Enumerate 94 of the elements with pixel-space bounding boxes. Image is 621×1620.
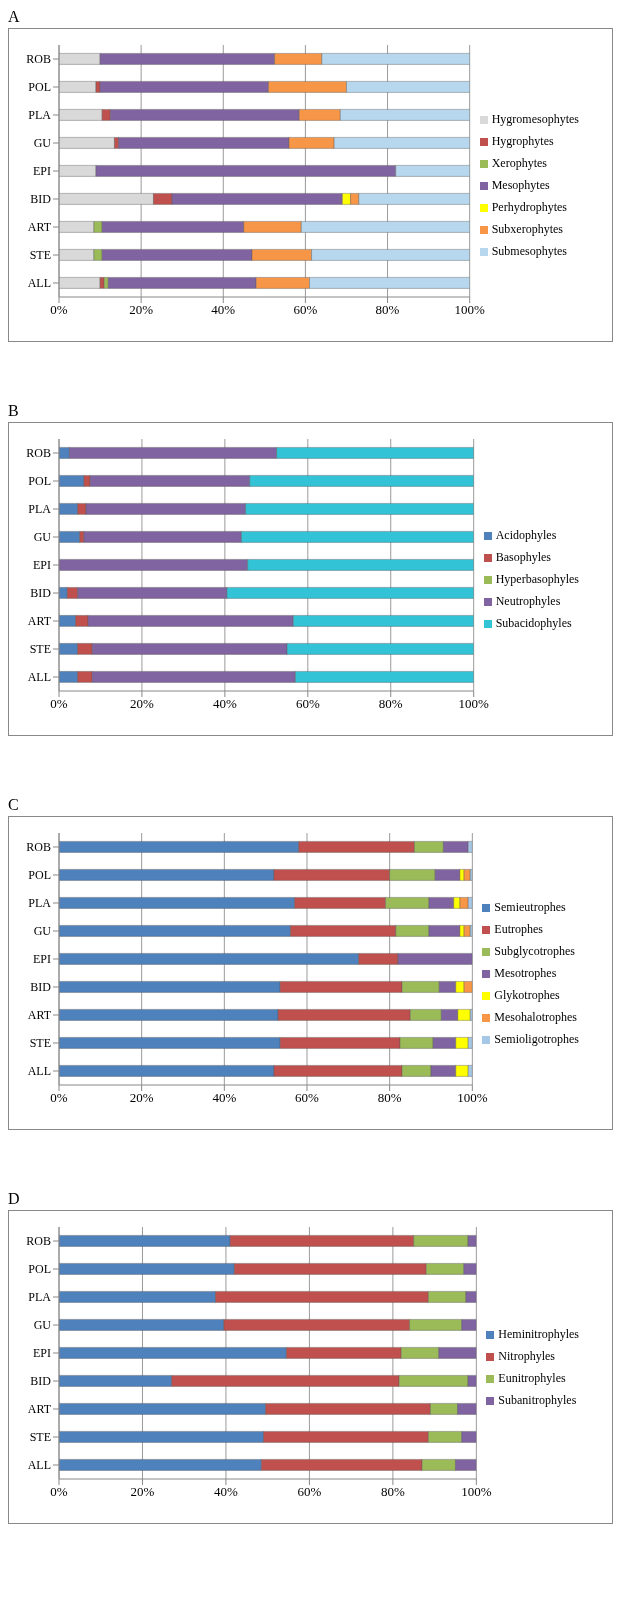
x-tick-label: 80% [375, 302, 400, 318]
bar [463, 869, 471, 881]
chart-title: B [8, 402, 20, 420]
x-tick-label: 0% [50, 696, 68, 712]
legend-label: Mesotrophes [494, 966, 557, 980]
x-tick-label: 40% [214, 1484, 239, 1500]
y-tick-label: BID [30, 586, 52, 601]
y-tick-label: BID [30, 980, 52, 995]
legend-label: Acidophyles [495, 528, 557, 542]
x-tick-label: 0% [50, 1090, 68, 1106]
y-tick-label: STE [29, 1430, 51, 1445]
legend-label: Eutrophes [494, 922, 543, 936]
y-tick-label: BID [30, 1374, 52, 1389]
x-tick-label: 100% [461, 1484, 492, 1500]
legend-label: Xerophytes [491, 156, 547, 170]
y-tick-label: GU [33, 1318, 52, 1333]
y-tick-label: PLA [28, 108, 52, 123]
y-tick-label: POL [28, 868, 51, 883]
y-tick-label: GU [33, 924, 52, 939]
x-tick-label: 100% [454, 302, 485, 318]
x-tick-label: 100% [457, 1090, 488, 1106]
y-tick-label: PLA [28, 502, 52, 517]
x-tick-label: 60% [297, 1484, 322, 1500]
legend-label: Neutrophyles [495, 594, 561, 608]
chart-title: D [8, 1190, 21, 1208]
legend-label: Subxerophytes [491, 222, 563, 236]
y-tick-label: EPI [33, 558, 51, 573]
x-tick-label: 60% [295, 1090, 320, 1106]
legend-label: Hyperbasophyles [495, 572, 579, 586]
x-tick-label: 60% [293, 302, 318, 318]
y-tick-label: STE [29, 248, 51, 263]
x-tick-label: 40% [212, 696, 237, 712]
y-tick-label: BID [30, 192, 52, 207]
x-tick-label: 80% [378, 696, 403, 712]
legend-label: Hygrophytes [491, 134, 554, 148]
y-tick-label: ALL [27, 670, 51, 685]
legend-label: Hygromesophytes [491, 112, 579, 126]
y-tick-label: ROB [26, 1234, 51, 1249]
y-tick-label: ROB [26, 52, 51, 67]
x-tick-label: 20% [130, 1484, 155, 1500]
y-tick-label: POL [28, 80, 51, 95]
x-tick-label: 60% [295, 696, 320, 712]
y-tick-label: EPI [33, 1346, 51, 1361]
y-tick-label: ART [27, 1008, 52, 1023]
y-tick-label: ROB [26, 446, 51, 461]
legend-label: Basophyles [495, 550, 552, 564]
bar [59, 277, 101, 289]
legend-label: Eunitrophyles [498, 1371, 566, 1385]
y-tick-label: ART [27, 220, 52, 235]
y-tick-label: ROB [26, 840, 51, 855]
y-tick-label: STE [29, 642, 51, 657]
y-tick-label: ALL [27, 1064, 51, 1079]
x-tick-label: 40% [211, 302, 236, 318]
y-tick-label: PLA [28, 1290, 52, 1305]
x-tick-label: 80% [380, 1484, 405, 1500]
legend-label: Submesophytes [491, 244, 568, 258]
y-tick-label: ALL [27, 276, 51, 291]
y-tick-label: POL [28, 1262, 51, 1277]
x-tick-label: 80% [377, 1090, 402, 1106]
y-tick-label: EPI [33, 952, 51, 967]
legend-label: Semieutrophes [494, 900, 566, 914]
bar [59, 531, 80, 543]
x-tick-label: 40% [212, 1090, 237, 1106]
y-tick-label: POL [28, 474, 51, 489]
y-tick-label: GU [33, 530, 52, 545]
bar [59, 137, 115, 149]
legend-label: Subacidophyles [495, 616, 572, 630]
legend-label: Mesophytes [491, 178, 550, 192]
y-tick-label: EPI [33, 164, 51, 179]
legend-label: Nitrophyles [498, 1349, 556, 1363]
legend-label: Subanitrophyles [498, 1393, 577, 1407]
chart-title: A [8, 8, 21, 26]
chart-title: C [8, 796, 20, 814]
x-tick-label: 20% [130, 696, 155, 712]
y-tick-label: ART [27, 614, 52, 629]
bar [59, 475, 85, 487]
x-tick-label: 20% [129, 302, 154, 318]
x-tick-label: 20% [129, 1090, 154, 1106]
legend-label: Glykotrophes [494, 988, 560, 1002]
x-tick-label: 0% [50, 1484, 68, 1500]
y-tick-label: ALL [27, 1458, 51, 1473]
y-tick-label: GU [33, 136, 52, 151]
legend-label: Mesohalotrophes [494, 1010, 577, 1024]
y-tick-label: STE [29, 1036, 51, 1051]
bar [463, 925, 471, 937]
x-tick-label: 100% [458, 696, 489, 712]
bar [59, 81, 97, 93]
y-tick-label: PLA [28, 896, 52, 911]
legend-label: Semioligotrophes [494, 1032, 579, 1046]
legend-label: Subglycotrophes [494, 944, 575, 958]
legend-label: Heminitrophyles [498, 1327, 579, 1341]
legend-label: Perhydrophytes [491, 200, 567, 214]
y-tick-label: ART [27, 1402, 52, 1417]
x-tick-label: 0% [50, 302, 68, 318]
